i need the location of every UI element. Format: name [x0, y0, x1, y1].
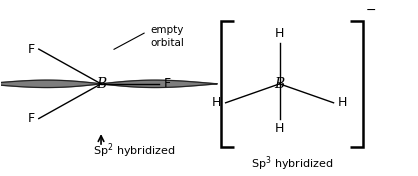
Text: empty
orbital: empty orbital	[151, 25, 185, 48]
Text: B: B	[96, 77, 106, 91]
Text: H: H	[338, 96, 347, 109]
Text: H: H	[275, 122, 284, 135]
Text: $-$: $-$	[365, 3, 376, 16]
Text: F: F	[28, 112, 35, 125]
Text: B: B	[275, 77, 285, 91]
Text: H: H	[275, 27, 284, 40]
Text: H: H	[212, 96, 222, 109]
Polygon shape	[101, 80, 217, 87]
Text: F: F	[28, 43, 35, 56]
Text: Sp$^3$ hybridized: Sp$^3$ hybridized	[251, 155, 333, 174]
Text: Sp$^2$ hybridized: Sp$^2$ hybridized	[93, 141, 176, 160]
Polygon shape	[0, 80, 101, 87]
Text: F: F	[163, 77, 171, 90]
